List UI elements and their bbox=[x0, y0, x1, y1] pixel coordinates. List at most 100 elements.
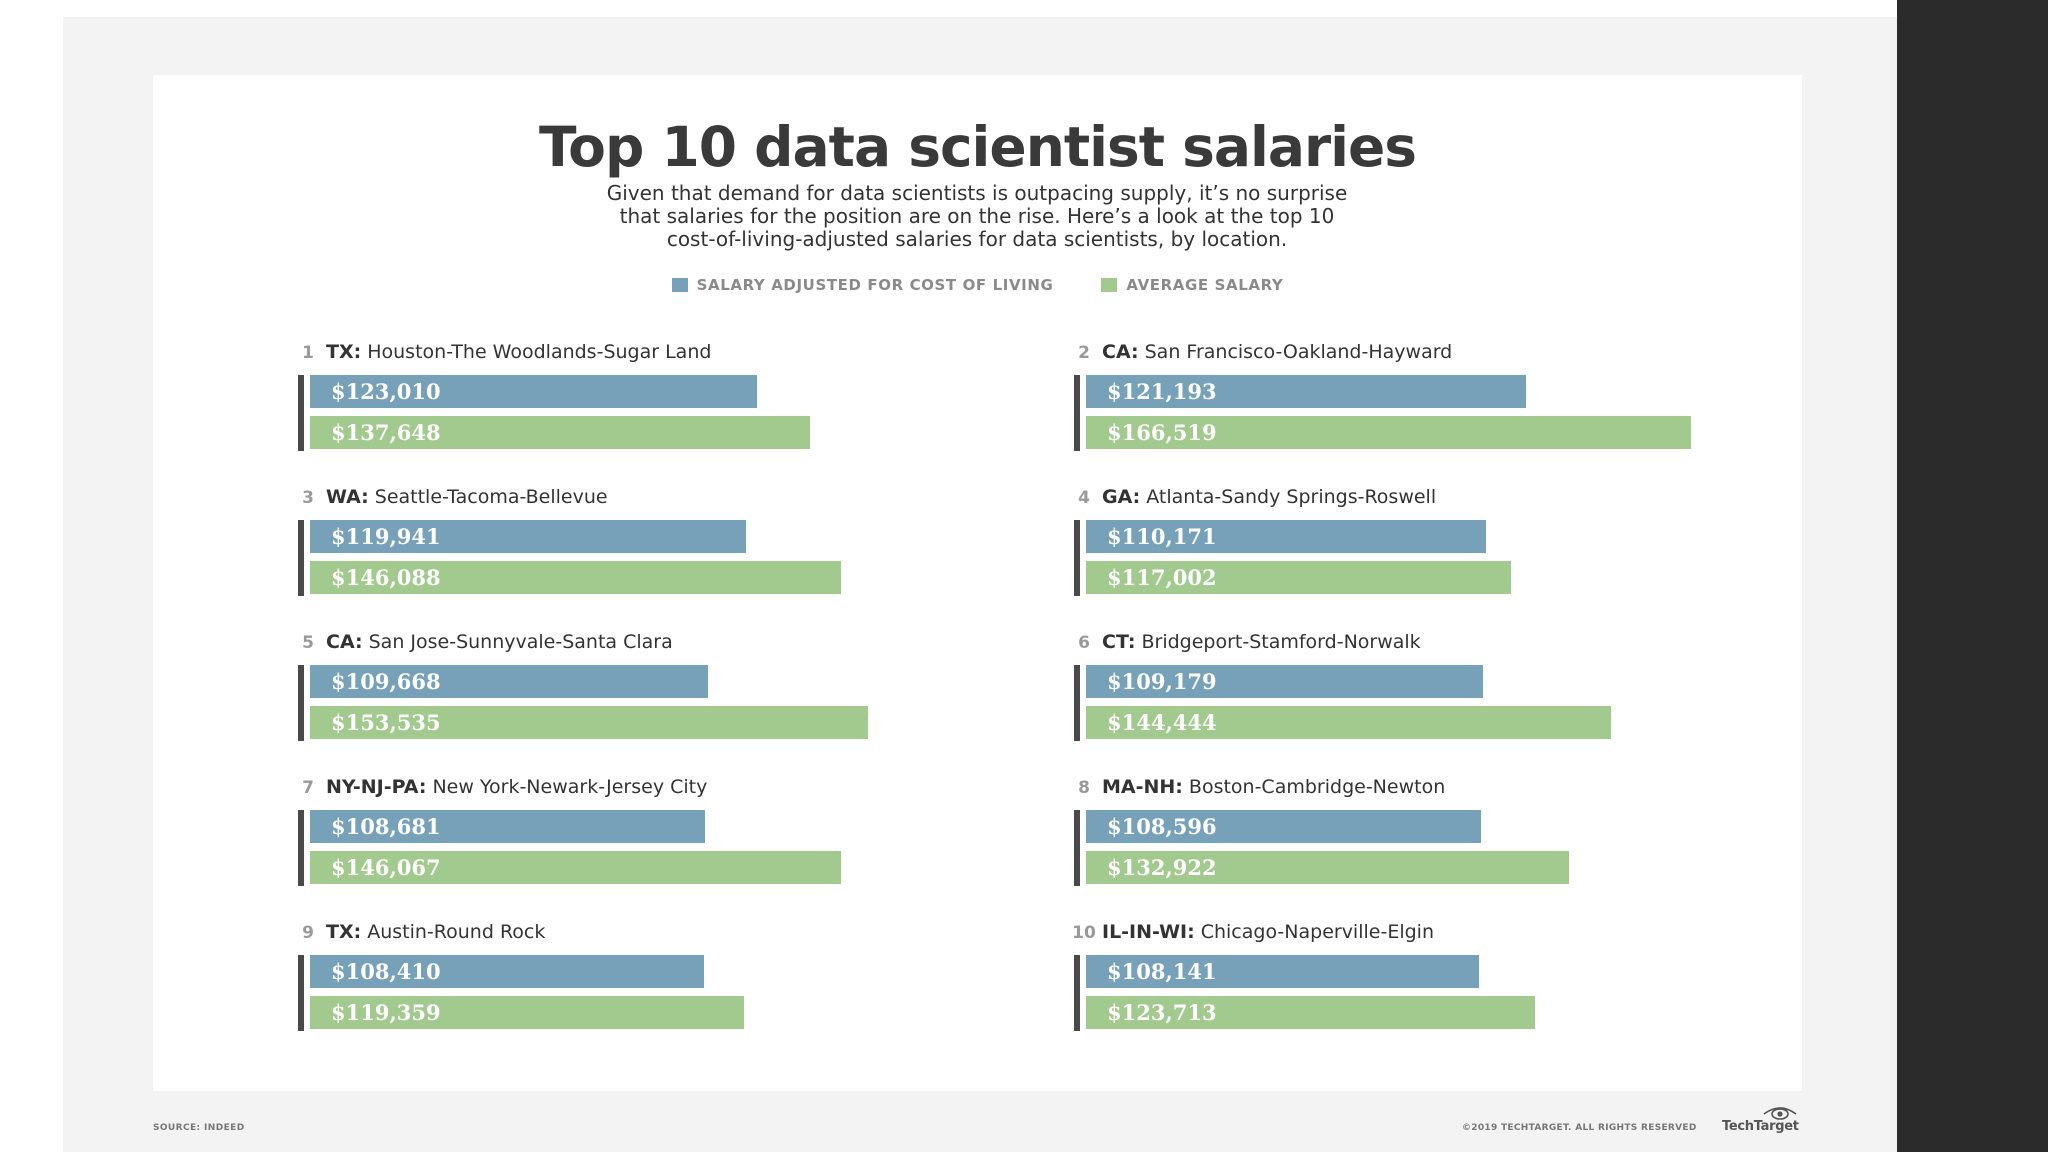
bar-average: $123,713 bbox=[1086, 996, 1535, 1029]
subtitle-line: Given that demand for data scientists is… bbox=[606, 181, 1348, 205]
salary-entry: 2 CA: San Francisco-Oakland-Hayward $121,19… bbox=[1066, 341, 1826, 471]
entry-state: IL-IN-WI: bbox=[1102, 921, 1195, 943]
salary-entry: 4 GA: Atlanta-Sandy Springs-Roswell $110,17… bbox=[1066, 486, 1826, 616]
entry-state: WA: bbox=[326, 486, 369, 508]
entry-rule bbox=[298, 520, 304, 596]
presentation-side-panel bbox=[1897, 0, 2048, 1152]
entry-state: GA: bbox=[1102, 486, 1141, 508]
bar-adjusted: $108,410 bbox=[310, 955, 704, 988]
bar-value-label: $121,193 bbox=[1107, 379, 1217, 404]
bar-value-label: $144,444 bbox=[1107, 710, 1217, 735]
bar-value-label: $108,596 bbox=[1107, 814, 1217, 839]
entry-heading: 9 TX: Austin-Round Rock bbox=[290, 921, 1050, 949]
entry-metro: Boston-Cambridge-Newton bbox=[1188, 776, 1446, 798]
entry-state: MA-NH: bbox=[1102, 776, 1183, 798]
copyright-note: ©2019 TECHTARGET. ALL RIGHTS RESERVED bbox=[1462, 1123, 1697, 1133]
source-note: SOURCE: INDEED bbox=[153, 1123, 245, 1133]
subtitle-line: cost-of-living-adjusted salaries for dat… bbox=[666, 227, 1288, 251]
entry-rank: 1 bbox=[302, 343, 314, 363]
bar-average: $153,535 bbox=[310, 706, 868, 739]
entry-heading: 5 CA: San Jose-Sunnyvale-Santa Clara bbox=[290, 631, 1050, 659]
infographic-card: Top 10 data scientist salaries Given tha… bbox=[153, 75, 1802, 1091]
entry-state: CT: bbox=[1102, 631, 1136, 653]
entry-rule bbox=[1074, 810, 1080, 886]
legend-label-adjusted: SALARY ADJUSTED FOR COST OF LIVING bbox=[696, 276, 1054, 294]
entry-heading: 6 CT: Bridgeport-Stamford-Norwalk bbox=[1066, 631, 1826, 659]
entry-metro: Bridgeport-Stamford-Norwalk bbox=[1141, 631, 1421, 653]
entry-rule bbox=[1074, 375, 1080, 451]
salary-entry: 1 TX: Houston-The Woodlands-Sugar Land $123… bbox=[290, 341, 1050, 471]
bar-adjusted: $110,171 bbox=[1086, 520, 1486, 553]
bar-value-label: $132,922 bbox=[1107, 855, 1217, 880]
entry-metro: Atlanta-Sandy Springs-Roswell bbox=[1146, 486, 1437, 508]
bar-value-label: $110,171 bbox=[1107, 524, 1217, 549]
entry-heading: 10 IL-IN-WI: Chicago-Naperville-Elgin bbox=[1066, 921, 1826, 949]
salary-entry: 9 TX: Austin-Round Rock $108,410 $119,359 bbox=[290, 921, 1050, 1051]
entry-rule bbox=[298, 665, 304, 741]
salary-entry: 7 NY-NJ-PA: New York-Newark-Jersey City $10… bbox=[290, 776, 1050, 906]
entry-rule bbox=[1074, 520, 1080, 596]
entry-rule bbox=[298, 955, 304, 1031]
entry-heading: 8 MA-NH: Boston-Cambridge-Newton bbox=[1066, 776, 1826, 804]
chart-subtitle: Given that demand for data scientists is… bbox=[477, 182, 1477, 251]
entry-rule bbox=[298, 810, 304, 886]
entry-metro: New York-Newark-Jersey City bbox=[432, 776, 708, 798]
entry-state: TX: bbox=[326, 341, 362, 363]
entry-heading: 7 NY-NJ-PA: New York-Newark-Jersey City bbox=[290, 776, 1050, 804]
entry-rule bbox=[298, 375, 304, 451]
legend-swatch-average bbox=[1101, 278, 1118, 292]
bar-average: $117,002 bbox=[1086, 561, 1511, 594]
bar-value-label: $123,713 bbox=[1107, 1000, 1217, 1025]
entry-state: CA: bbox=[1102, 341, 1139, 363]
bar-value-label: $119,941 bbox=[331, 524, 441, 549]
legend-swatch-adjusted bbox=[671, 278, 688, 292]
bar-average: $144,444 bbox=[1086, 706, 1611, 739]
bar-value-label: $108,141 bbox=[1107, 959, 1217, 984]
entry-rank: 4 bbox=[1078, 488, 1090, 508]
entry-state: NY-NJ-PA: bbox=[326, 776, 427, 798]
entry-heading: 1 TX: Houston-The Woodlands-Sugar Land bbox=[290, 341, 1050, 369]
bar-adjusted: $109,179 bbox=[1086, 665, 1483, 698]
bar-adjusted: $121,193 bbox=[1086, 375, 1526, 408]
bar-average: $119,359 bbox=[310, 996, 744, 1029]
entry-rank: 10 bbox=[1072, 923, 1096, 943]
bar-value-label: $153,535 bbox=[331, 710, 441, 735]
entry-heading: 3 WA: Seattle-Tacoma-Bellevue bbox=[290, 486, 1050, 514]
bar-value-label: $123,010 bbox=[331, 379, 441, 404]
bar-adjusted: $123,010 bbox=[310, 375, 757, 408]
bar-value-label: $109,668 bbox=[331, 669, 441, 694]
entry-rank: 3 bbox=[302, 488, 314, 508]
bar-adjusted: $109,668 bbox=[310, 665, 708, 698]
bar-value-label: $117,002 bbox=[1107, 565, 1217, 590]
subtitle-line: that salaries for the position are on th… bbox=[619, 204, 1335, 228]
salary-entry: 5 CA: San Jose-Sunnyvale-Santa Clara $109,6… bbox=[290, 631, 1050, 761]
salary-entry: 6 CT: Bridgeport-Stamford-Norwalk $109,179 $… bbox=[1066, 631, 1826, 761]
bar-value-label: $108,681 bbox=[331, 814, 441, 839]
entry-rule bbox=[1074, 665, 1080, 741]
entry-rank: 8 bbox=[1078, 778, 1090, 798]
entry-heading: 2 CA: San Francisco-Oakland-Hayward bbox=[1066, 341, 1826, 369]
bar-value-label: $137,648 bbox=[331, 420, 441, 445]
bar-adjusted: $108,596 bbox=[1086, 810, 1481, 843]
salary-entry: 10 IL-IN-WI: Chicago-Naperville-Elgin $108,… bbox=[1066, 921, 1826, 1051]
bar-average: $137,648 bbox=[310, 416, 810, 449]
bar-value-label: $119,359 bbox=[331, 1000, 441, 1025]
entry-rank: 7 bbox=[302, 778, 314, 798]
entry-metro: San Francisco-Oakland-Hayward bbox=[1144, 341, 1453, 363]
entry-rule bbox=[1074, 955, 1080, 1031]
entry-metro: San Jose-Sunnyvale-Santa Clara bbox=[368, 631, 673, 653]
legend-item-adjusted: SALARY ADJUSTED FOR COST OF LIVING bbox=[671, 276, 1054, 294]
bar-adjusted: $108,681 bbox=[310, 810, 705, 843]
entry-heading: 4 GA: Atlanta-Sandy Springs-Roswell bbox=[1066, 486, 1826, 514]
bar-value-label: $108,410 bbox=[331, 959, 441, 984]
entry-metro: Seattle-Tacoma-Bellevue bbox=[374, 486, 608, 508]
entry-metro: Chicago-Naperville-Elgin bbox=[1200, 921, 1434, 943]
brand-logo: TechTarget bbox=[1716, 1105, 1806, 1139]
entry-state: TX: bbox=[326, 921, 362, 943]
bar-value-label: $146,088 bbox=[331, 565, 441, 590]
entry-metro: Austin-Round Rock bbox=[367, 921, 546, 943]
bar-average: $166,519 bbox=[1086, 416, 1691, 449]
chart-legend: SALARY ADJUSTED FOR COST OF LIVING AVERA… bbox=[153, 270, 1802, 300]
bar-average: $146,088 bbox=[310, 561, 841, 594]
brand-name: TechTarget bbox=[1722, 1119, 1799, 1134]
